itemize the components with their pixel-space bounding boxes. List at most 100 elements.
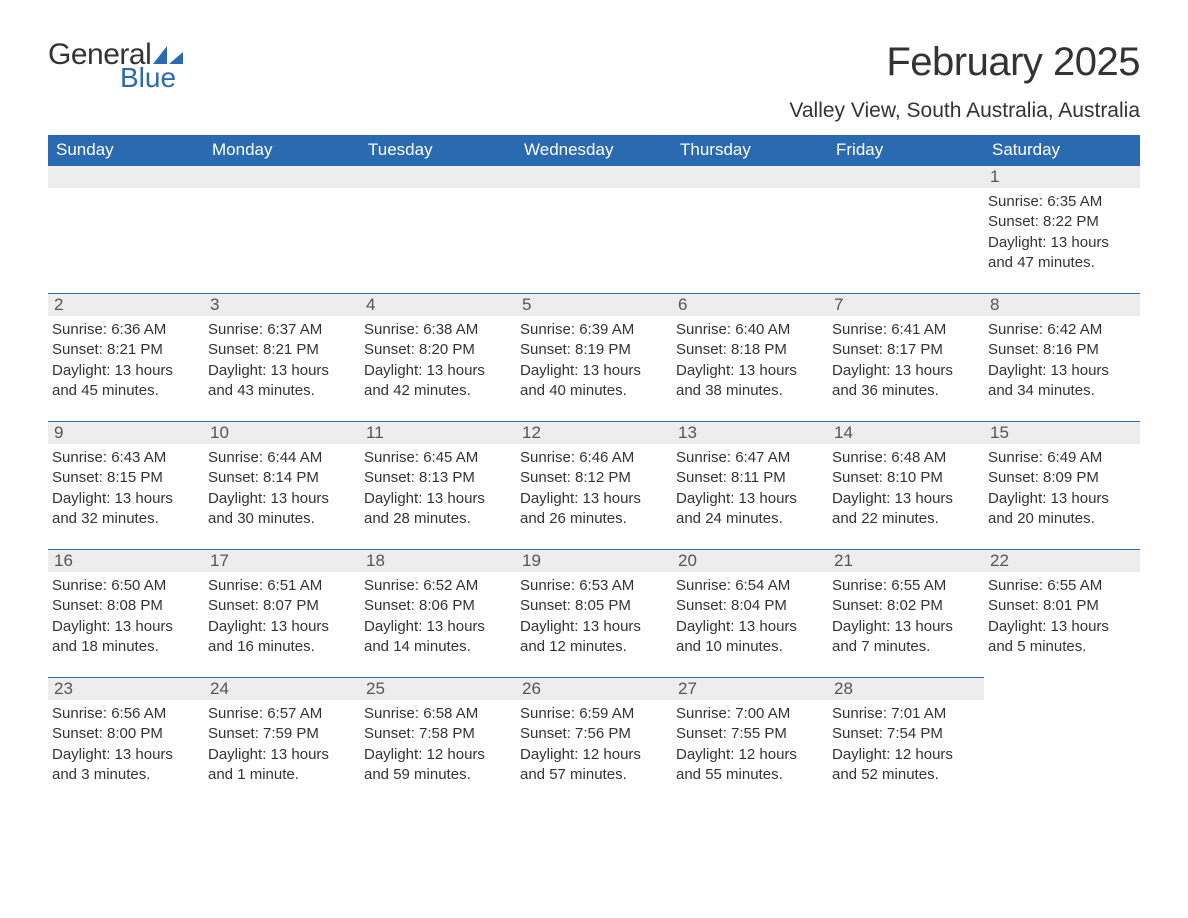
calendar-cell — [672, 165, 828, 293]
day-number-empty — [516, 166, 672, 188]
calendar-row: 9Sunrise: 6:43 AMSunset: 8:15 PMDaylight… — [48, 421, 1140, 549]
day-number: 6 — [672, 294, 828, 316]
day-details: Sunrise: 6:39 AMSunset: 8:19 PMDaylight:… — [516, 316, 672, 409]
month-title: February 2025 — [789, 40, 1140, 85]
day-details: Sunrise: 6:46 AMSunset: 8:12 PMDaylight:… — [516, 444, 672, 537]
calendar-row: 2Sunrise: 6:36 AMSunset: 8:21 PMDaylight… — [48, 293, 1140, 421]
day-details: Sunrise: 6:51 AMSunset: 8:07 PMDaylight:… — [204, 572, 360, 665]
day-number: 18 — [360, 550, 516, 572]
calendar-cell: 20Sunrise: 6:54 AMSunset: 8:04 PMDayligh… — [672, 549, 828, 677]
calendar-cell: 3Sunrise: 6:37 AMSunset: 8:21 PMDaylight… — [204, 293, 360, 421]
day-number: 28 — [828, 678, 984, 700]
calendar-cell: 19Sunrise: 6:53 AMSunset: 8:05 PMDayligh… — [516, 549, 672, 677]
calendar-body: 1Sunrise: 6:35 AMSunset: 8:22 PMDaylight… — [48, 165, 1140, 805]
day-details: Sunrise: 6:52 AMSunset: 8:06 PMDaylight:… — [360, 572, 516, 665]
day-details: Sunrise: 6:50 AMSunset: 8:08 PMDaylight:… — [48, 572, 204, 665]
day-number: 2 — [48, 294, 204, 316]
day-details: Sunrise: 6:55 AMSunset: 8:01 PMDaylight:… — [984, 572, 1140, 665]
weekday-header: Monday — [204, 135, 360, 165]
day-details: Sunrise: 6:35 AMSunset: 8:22 PMDaylight:… — [984, 188, 1140, 281]
logo: General Blue — [48, 40, 185, 92]
calendar-cell: 22Sunrise: 6:55 AMSunset: 8:01 PMDayligh… — [984, 549, 1140, 677]
day-details: Sunrise: 6:55 AMSunset: 8:02 PMDaylight:… — [828, 572, 984, 665]
calendar-cell: 24Sunrise: 6:57 AMSunset: 7:59 PMDayligh… — [204, 677, 360, 805]
calendar-cell: 13Sunrise: 6:47 AMSunset: 8:11 PMDayligh… — [672, 421, 828, 549]
header: General Blue February 2025 Valley View, … — [48, 40, 1140, 129]
day-details: Sunrise: 6:53 AMSunset: 8:05 PMDaylight:… — [516, 572, 672, 665]
calendar-cell: 17Sunrise: 6:51 AMSunset: 8:07 PMDayligh… — [204, 549, 360, 677]
calendar-table: SundayMondayTuesdayWednesdayThursdayFrid… — [48, 135, 1140, 805]
title-block: February 2025 Valley View, South Austral… — [789, 40, 1140, 129]
day-number: 4 — [360, 294, 516, 316]
day-details: Sunrise: 6:45 AMSunset: 8:13 PMDaylight:… — [360, 444, 516, 537]
calendar-cell — [828, 165, 984, 293]
day-details: Sunrise: 6:40 AMSunset: 8:18 PMDaylight:… — [672, 316, 828, 409]
calendar-cell — [360, 165, 516, 293]
calendar-cell: 28Sunrise: 7:01 AMSunset: 7:54 PMDayligh… — [828, 677, 984, 805]
day-number-empty — [204, 166, 360, 188]
calendar-cell: 5Sunrise: 6:39 AMSunset: 8:19 PMDaylight… — [516, 293, 672, 421]
day-details: Sunrise: 6:58 AMSunset: 7:58 PMDaylight:… — [360, 700, 516, 793]
weekday-header: Saturday — [984, 135, 1140, 165]
day-number: 19 — [516, 550, 672, 572]
day-details: Sunrise: 6:36 AMSunset: 8:21 PMDaylight:… — [48, 316, 204, 409]
day-details: Sunrise: 6:47 AMSunset: 8:11 PMDaylight:… — [672, 444, 828, 537]
calendar-cell: 26Sunrise: 6:59 AMSunset: 7:56 PMDayligh… — [516, 677, 672, 805]
day-number-empty — [48, 166, 204, 188]
calendar-row: 23Sunrise: 6:56 AMSunset: 8:00 PMDayligh… — [48, 677, 1140, 805]
day-number: 7 — [828, 294, 984, 316]
day-details: Sunrise: 7:00 AMSunset: 7:55 PMDaylight:… — [672, 700, 828, 793]
calendar-cell: 23Sunrise: 6:56 AMSunset: 8:00 PMDayligh… — [48, 677, 204, 805]
weekday-header: Friday — [828, 135, 984, 165]
day-details: Sunrise: 6:42 AMSunset: 8:16 PMDaylight:… — [984, 316, 1140, 409]
calendar-cell: 9Sunrise: 6:43 AMSunset: 8:15 PMDaylight… — [48, 421, 204, 549]
day-details: Sunrise: 6:43 AMSunset: 8:15 PMDaylight:… — [48, 444, 204, 537]
day-details: Sunrise: 6:57 AMSunset: 7:59 PMDaylight:… — [204, 700, 360, 793]
day-number: 25 — [360, 678, 516, 700]
calendar-cell: 12Sunrise: 6:46 AMSunset: 8:12 PMDayligh… — [516, 421, 672, 549]
day-number: 13 — [672, 422, 828, 444]
day-number-empty — [828, 166, 984, 188]
calendar-cell: 4Sunrise: 6:38 AMSunset: 8:20 PMDaylight… — [360, 293, 516, 421]
day-details: Sunrise: 6:59 AMSunset: 7:56 PMDaylight:… — [516, 700, 672, 793]
day-details: Sunrise: 6:44 AMSunset: 8:14 PMDaylight:… — [204, 444, 360, 537]
day-details: Sunrise: 6:41 AMSunset: 8:17 PMDaylight:… — [828, 316, 984, 409]
calendar-cell — [204, 165, 360, 293]
day-number: 17 — [204, 550, 360, 572]
calendar-cell: 6Sunrise: 6:40 AMSunset: 8:18 PMDaylight… — [672, 293, 828, 421]
calendar-cell: 7Sunrise: 6:41 AMSunset: 8:17 PMDaylight… — [828, 293, 984, 421]
calendar-cell: 25Sunrise: 6:58 AMSunset: 7:58 PMDayligh… — [360, 677, 516, 805]
day-number: 22 — [984, 550, 1140, 572]
day-number: 21 — [828, 550, 984, 572]
logo-sail-icon — [153, 46, 185, 66]
calendar-cell: 8Sunrise: 6:42 AMSunset: 8:16 PMDaylight… — [984, 293, 1140, 421]
calendar-cell: 15Sunrise: 6:49 AMSunset: 8:09 PMDayligh… — [984, 421, 1140, 549]
weekday-header: Thursday — [672, 135, 828, 165]
day-number: 23 — [48, 678, 204, 700]
day-details: Sunrise: 6:37 AMSunset: 8:21 PMDaylight:… — [204, 316, 360, 409]
calendar-cell: 18Sunrise: 6:52 AMSunset: 8:06 PMDayligh… — [360, 549, 516, 677]
calendar-row: 16Sunrise: 6:50 AMSunset: 8:08 PMDayligh… — [48, 549, 1140, 677]
calendar-cell: 21Sunrise: 6:55 AMSunset: 8:02 PMDayligh… — [828, 549, 984, 677]
day-number: 9 — [48, 422, 204, 444]
day-number: 15 — [984, 422, 1140, 444]
logo-text-blue: Blue — [120, 64, 185, 92]
calendar-cell — [516, 165, 672, 293]
day-details: Sunrise: 6:48 AMSunset: 8:10 PMDaylight:… — [828, 444, 984, 537]
day-number: 14 — [828, 422, 984, 444]
day-details: Sunrise: 7:01 AMSunset: 7:54 PMDaylight:… — [828, 700, 984, 793]
calendar-cell: 27Sunrise: 7:00 AMSunset: 7:55 PMDayligh… — [672, 677, 828, 805]
weekday-header: Wednesday — [516, 135, 672, 165]
day-number: 24 — [204, 678, 360, 700]
day-number: 11 — [360, 422, 516, 444]
calendar-cell: 11Sunrise: 6:45 AMSunset: 8:13 PMDayligh… — [360, 421, 516, 549]
calendar-cell — [48, 165, 204, 293]
day-number: 12 — [516, 422, 672, 444]
calendar-cell — [984, 677, 1140, 805]
weekday-header-row: SundayMondayTuesdayWednesdayThursdayFrid… — [48, 135, 1140, 165]
calendar-cell: 14Sunrise: 6:48 AMSunset: 8:10 PMDayligh… — [828, 421, 984, 549]
weekday-header: Tuesday — [360, 135, 516, 165]
day-details: Sunrise: 6:49 AMSunset: 8:09 PMDaylight:… — [984, 444, 1140, 537]
day-number: 16 — [48, 550, 204, 572]
day-number: 20 — [672, 550, 828, 572]
